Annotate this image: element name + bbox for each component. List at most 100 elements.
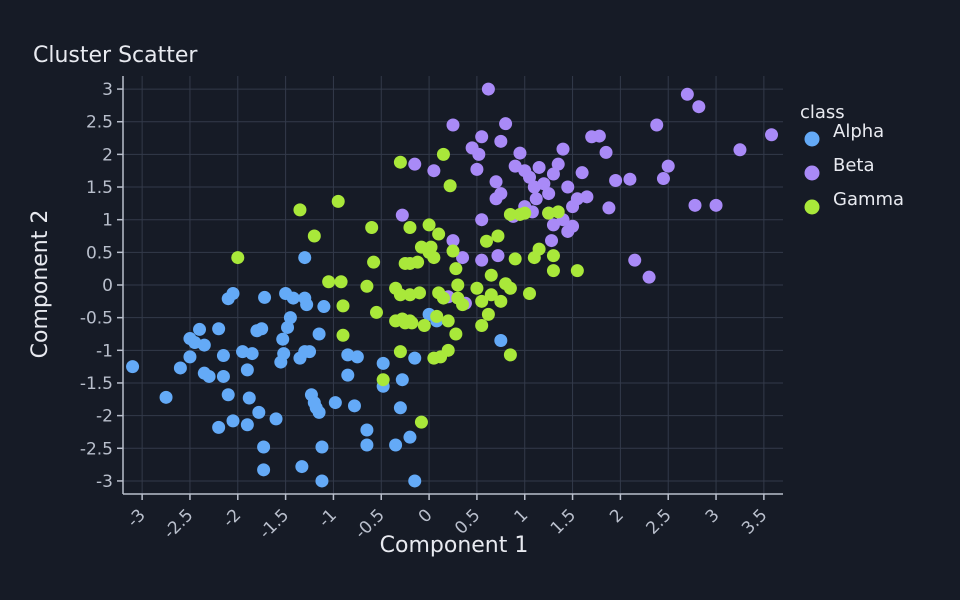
point-alpha — [212, 420, 226, 434]
point-alpha — [202, 369, 216, 383]
point-gamma — [503, 281, 517, 295]
x-tick-label: 3 — [702, 505, 724, 527]
point-gamma — [523, 286, 537, 300]
point-beta — [628, 253, 642, 267]
y-tick-label: 2.5 — [86, 113, 113, 133]
point-gamma — [293, 203, 307, 217]
point-alpha — [408, 351, 422, 365]
point-alpha — [298, 251, 312, 265]
point-alpha — [276, 332, 290, 346]
point-beta — [475, 253, 489, 267]
y-tick-label: 1 — [102, 211, 113, 231]
point-beta — [446, 234, 460, 248]
point-gamma — [475, 294, 489, 308]
point-gamma — [546, 249, 560, 263]
point-beta — [545, 234, 559, 248]
point-beta — [472, 147, 486, 161]
point-gamma — [456, 298, 470, 312]
point-beta — [546, 167, 560, 181]
point-gamma — [451, 278, 465, 292]
y-tick-label: -3 — [96, 472, 113, 492]
legend-marker-gamma — [804, 199, 820, 215]
point-gamma — [411, 255, 425, 269]
x-tick-label: 1 — [510, 505, 532, 527]
point-beta — [661, 159, 675, 173]
point-beta — [623, 172, 637, 186]
legend-marker-beta — [804, 165, 820, 181]
point-beta — [733, 143, 747, 157]
point-alpha — [269, 412, 283, 426]
x-tick-label: 3.5 — [738, 505, 771, 538]
point-alpha — [286, 291, 300, 305]
point-gamma — [570, 264, 584, 278]
point-gamma — [334, 275, 348, 289]
point-beta — [395, 208, 409, 222]
y-tick-label: 0.5 — [86, 243, 113, 263]
point-alpha — [317, 300, 331, 314]
point-alpha — [197, 338, 211, 352]
point-gamma — [393, 155, 407, 169]
point-alpha — [226, 286, 240, 300]
y-tick-label: -1 — [96, 341, 113, 361]
point-beta — [537, 177, 551, 191]
point-gamma — [414, 415, 428, 429]
point-gamma — [422, 245, 436, 259]
point-alpha — [212, 322, 226, 336]
point-gamma — [475, 318, 489, 332]
y-axis-title: Component 2 — [28, 210, 53, 359]
point-alpha — [242, 391, 256, 405]
point-gamma — [503, 207, 517, 221]
x-tick-label: 0 — [415, 505, 437, 527]
y-tick-label: -0.5 — [80, 309, 113, 329]
point-alpha — [350, 350, 364, 364]
point-beta — [489, 175, 503, 189]
point-gamma — [307, 229, 321, 243]
point-alpha — [360, 423, 374, 437]
y-tick-label: -2.5 — [80, 439, 113, 459]
point-alpha — [315, 440, 329, 454]
point-gamma — [441, 314, 455, 328]
point-alpha — [252, 405, 266, 419]
point-beta — [580, 190, 594, 204]
point-gamma — [413, 286, 427, 300]
point-gamma — [449, 327, 463, 341]
point-gamma — [393, 288, 407, 302]
point-gamma — [417, 318, 431, 332]
point-beta — [499, 117, 513, 131]
x-tick-label: 2 — [606, 505, 628, 527]
legend-label-beta: Beta — [833, 155, 875, 176]
point-alpha — [193, 322, 207, 336]
point-beta — [650, 118, 664, 132]
point-beta — [475, 130, 489, 144]
point-beta — [481, 82, 495, 96]
point-alpha — [312, 405, 326, 419]
point-gamma — [367, 255, 381, 269]
y-tick-label: -1.5 — [80, 374, 113, 394]
point-beta — [475, 213, 489, 227]
point-alpha — [258, 290, 272, 304]
point-beta — [592, 129, 606, 143]
point-gamma — [336, 299, 350, 313]
point-alpha — [389, 438, 403, 452]
point-beta — [656, 172, 670, 186]
y-tick-label: -2 — [96, 407, 113, 427]
point-gamma — [481, 307, 495, 321]
point-beta — [532, 160, 546, 174]
x-tick-label: -3 — [124, 505, 150, 531]
point-gamma — [432, 286, 446, 300]
y-tick-label: 2 — [102, 145, 113, 165]
point-alpha — [328, 396, 342, 410]
point-beta — [642, 270, 656, 284]
point-beta — [765, 128, 779, 142]
point-alpha — [376, 356, 390, 370]
point-beta — [688, 198, 702, 212]
point-gamma — [542, 206, 556, 220]
point-gamma — [446, 244, 460, 258]
point-alpha — [257, 440, 271, 454]
point-alpha — [312, 327, 326, 341]
legend-label-gamma: Gamma — [833, 189, 904, 210]
point-alpha — [277, 347, 291, 361]
point-alpha — [255, 322, 269, 336]
x-tick-label: -1 — [315, 505, 341, 531]
point-alpha — [303, 345, 317, 359]
